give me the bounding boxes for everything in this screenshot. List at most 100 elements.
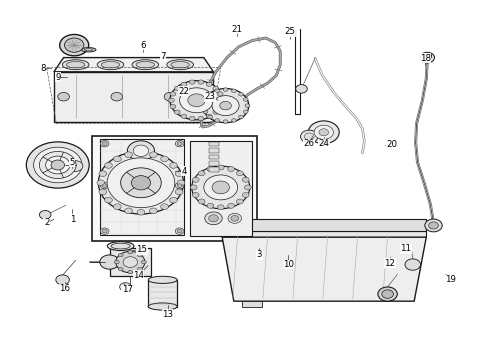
Circle shape bbox=[118, 267, 123, 271]
Circle shape bbox=[105, 197, 112, 203]
Polygon shape bbox=[100, 139, 184, 235]
Bar bbox=[423, 54, 430, 56]
Text: 7: 7 bbox=[160, 52, 165, 61]
Circle shape bbox=[404, 259, 420, 270]
Circle shape bbox=[177, 180, 184, 186]
Text: 4: 4 bbox=[182, 167, 187, 176]
Circle shape bbox=[169, 197, 177, 203]
Circle shape bbox=[149, 208, 157, 214]
Circle shape bbox=[198, 199, 205, 204]
Circle shape bbox=[177, 184, 182, 187]
Circle shape bbox=[187, 94, 205, 107]
Circle shape bbox=[174, 86, 180, 91]
Circle shape bbox=[227, 213, 241, 223]
Circle shape bbox=[137, 210, 145, 215]
Text: 14: 14 bbox=[133, 271, 144, 280]
Circle shape bbox=[102, 184, 107, 187]
Circle shape bbox=[26, 142, 89, 188]
Text: 11: 11 bbox=[400, 245, 410, 253]
Circle shape bbox=[217, 205, 224, 210]
Ellipse shape bbox=[132, 60, 158, 70]
Circle shape bbox=[160, 204, 168, 210]
Ellipse shape bbox=[101, 61, 120, 68]
Circle shape bbox=[175, 228, 183, 234]
Text: 2: 2 bbox=[44, 218, 49, 227]
Circle shape bbox=[181, 114, 186, 119]
Circle shape bbox=[121, 168, 161, 198]
Ellipse shape bbox=[62, 60, 89, 70]
Text: 19: 19 bbox=[444, 275, 455, 284]
Circle shape bbox=[128, 270, 133, 274]
Polygon shape bbox=[222, 220, 425, 231]
Circle shape bbox=[174, 110, 180, 114]
Circle shape bbox=[212, 96, 239, 116]
Circle shape bbox=[223, 88, 227, 91]
Circle shape bbox=[170, 92, 176, 96]
Circle shape bbox=[206, 114, 212, 119]
Circle shape bbox=[190, 185, 197, 190]
Circle shape bbox=[318, 129, 328, 136]
Bar bbox=[190, 141, 252, 236]
Circle shape bbox=[203, 110, 208, 114]
Circle shape bbox=[60, 35, 89, 56]
Polygon shape bbox=[222, 237, 425, 301]
Circle shape bbox=[428, 222, 438, 229]
Polygon shape bbox=[54, 72, 213, 122]
Circle shape bbox=[170, 105, 176, 109]
Ellipse shape bbox=[97, 60, 123, 70]
Circle shape bbox=[236, 171, 243, 176]
Circle shape bbox=[238, 92, 243, 96]
Circle shape bbox=[45, 156, 70, 174]
Circle shape bbox=[198, 171, 205, 176]
Circle shape bbox=[201, 104, 206, 107]
Text: 24: 24 bbox=[318, 139, 329, 148]
Circle shape bbox=[179, 88, 213, 113]
Circle shape bbox=[100, 255, 119, 269]
Circle shape bbox=[124, 152, 132, 157]
Circle shape bbox=[169, 162, 177, 168]
Circle shape bbox=[105, 162, 112, 168]
Circle shape bbox=[207, 115, 212, 119]
Ellipse shape bbox=[66, 61, 85, 68]
Circle shape bbox=[100, 228, 109, 234]
Circle shape bbox=[217, 92, 223, 96]
Circle shape bbox=[102, 142, 107, 145]
Circle shape bbox=[175, 182, 183, 189]
Circle shape bbox=[99, 189, 106, 195]
Circle shape bbox=[137, 150, 145, 156]
Circle shape bbox=[175, 171, 182, 176]
Circle shape bbox=[295, 85, 307, 93]
Text: 10: 10 bbox=[282, 260, 293, 269]
Circle shape bbox=[218, 98, 224, 102]
Circle shape bbox=[208, 215, 218, 222]
Circle shape bbox=[206, 82, 212, 86]
Bar bbox=[208, 148, 219, 153]
Polygon shape bbox=[222, 231, 425, 237]
Ellipse shape bbox=[148, 303, 177, 310]
Circle shape bbox=[207, 203, 213, 208]
Circle shape bbox=[123, 257, 137, 267]
Circle shape bbox=[33, 147, 82, 183]
Bar bbox=[208, 161, 219, 166]
Circle shape bbox=[124, 208, 132, 214]
Circle shape bbox=[204, 212, 222, 225]
Circle shape bbox=[98, 151, 183, 214]
Text: 25: 25 bbox=[284, 27, 295, 36]
Circle shape bbox=[217, 165, 224, 170]
Bar bbox=[91, 136, 257, 241]
Text: 3: 3 bbox=[256, 251, 262, 260]
Bar bbox=[208, 142, 219, 146]
Text: 8: 8 bbox=[41, 64, 46, 73]
Circle shape bbox=[197, 116, 203, 121]
Ellipse shape bbox=[107, 242, 134, 251]
Circle shape bbox=[149, 152, 157, 157]
Ellipse shape bbox=[148, 276, 177, 283]
Ellipse shape bbox=[81, 47, 96, 52]
Circle shape bbox=[212, 86, 218, 91]
Circle shape bbox=[64, 38, 84, 52]
Circle shape bbox=[120, 283, 131, 291]
Bar bbox=[208, 167, 219, 172]
Text: 18: 18 bbox=[419, 54, 430, 63]
Circle shape bbox=[227, 166, 234, 171]
Circle shape bbox=[308, 121, 338, 144]
